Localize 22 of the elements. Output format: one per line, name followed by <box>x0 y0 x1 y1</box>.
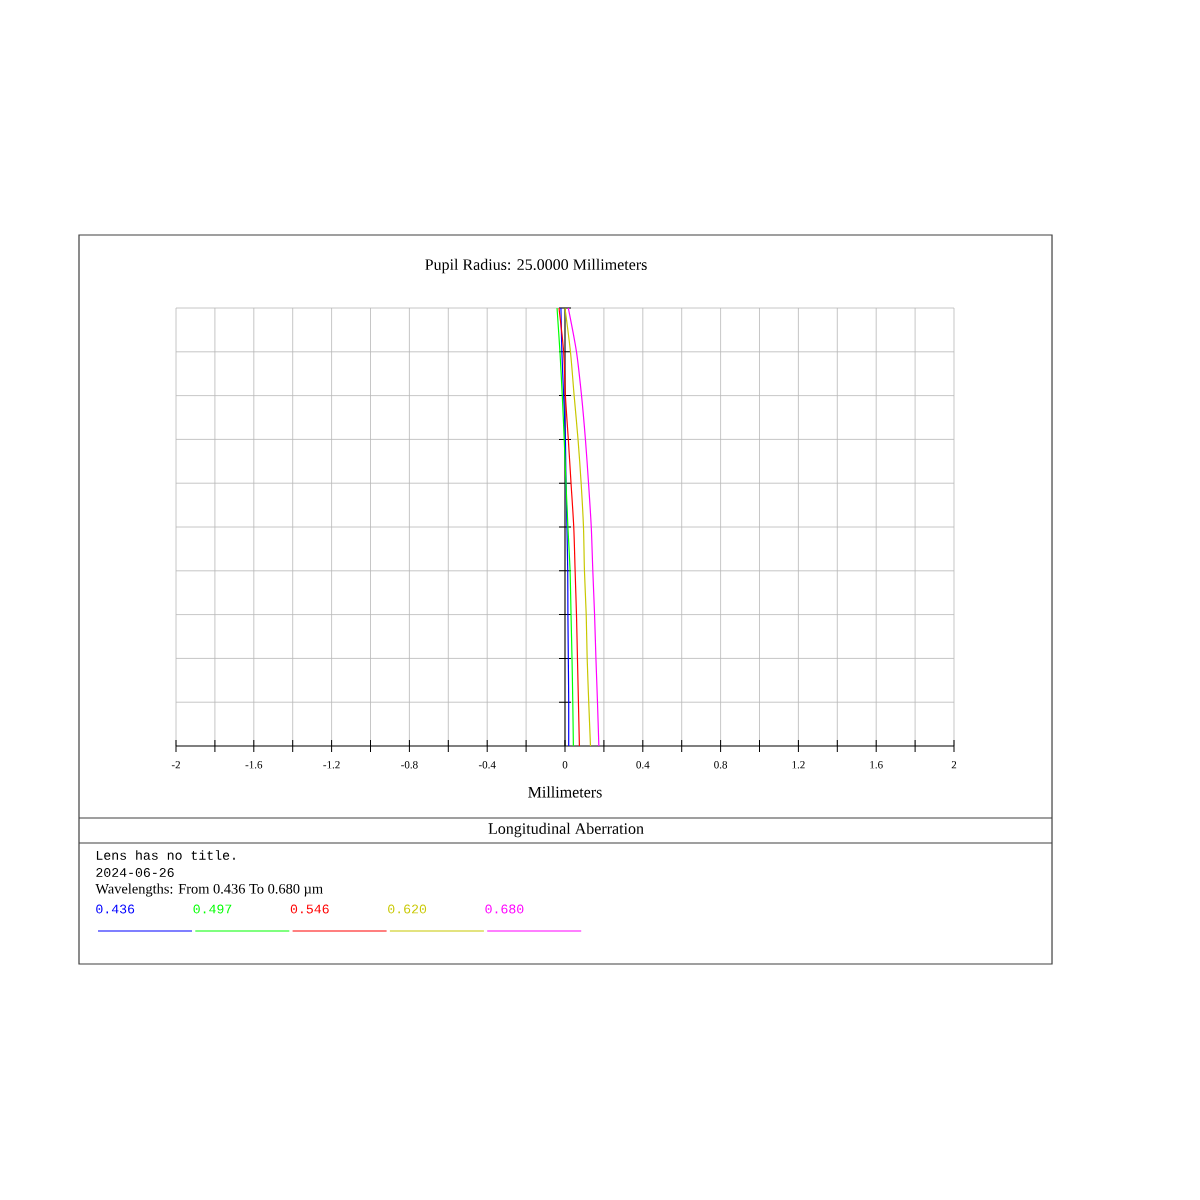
text: Lens has no title. <box>96 850 235 860</box>
x-tick-label: -1.6 <box>245 761 263 769</box>
x-tick-label: -1.2 <box>323 761 340 769</box>
text: Wavelengths: From 0.436 To 0.680 µm <box>95 883 323 897</box>
x-tick-label: 0.8 <box>714 761 728 769</box>
text: 2024-06-26 <box>96 868 174 877</box>
text: 0.546 <box>290 904 329 914</box>
chart-subtitle: Pupil Radius: 25.0000 Millimeters <box>425 258 647 274</box>
text: 0.436 <box>96 904 135 914</box>
x-tick-label: 2 <box>951 761 957 769</box>
x-tick-label: 1.2 <box>792 761 805 769</box>
x-tick-label: 0 <box>562 761 568 769</box>
x-tick-label: -2 <box>171 761 180 769</box>
x-tick-label: -0.4 <box>478 761 496 769</box>
text: 0.620 <box>388 904 427 914</box>
text: 0.497 <box>193 904 232 914</box>
text: Longitudinal Aberration <box>488 822 644 838</box>
x-tick-label: 0.4 <box>636 761 650 769</box>
x-tick-label: -0.8 <box>401 761 418 769</box>
x-axis-title: Millimeters <box>528 786 602 798</box>
x-tick-label: 1.6 <box>870 761 883 769</box>
text: 0.680 <box>485 904 524 914</box>
